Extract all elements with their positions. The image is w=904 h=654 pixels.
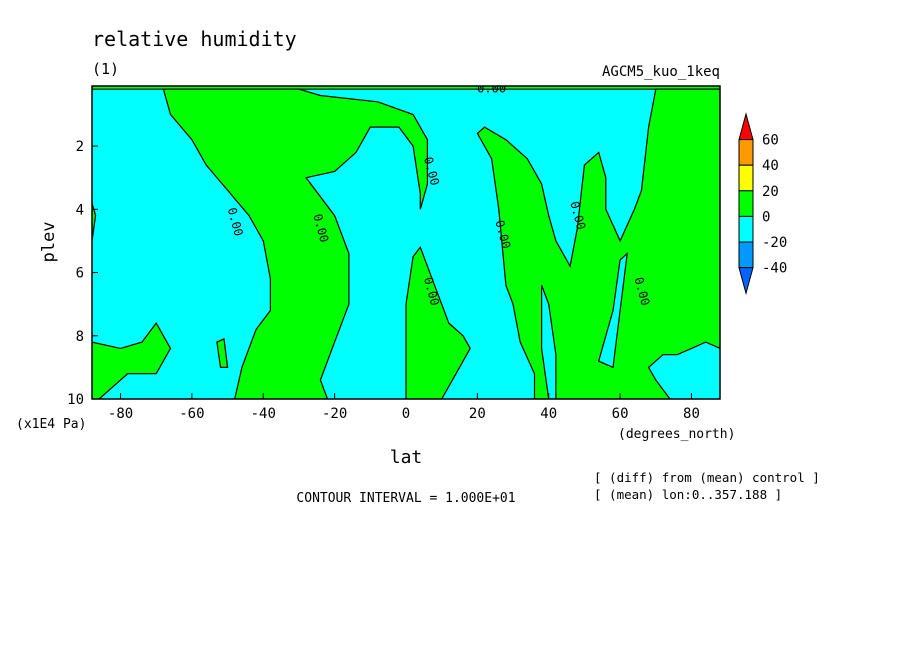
x-tick-label: -20 [322, 406, 347, 422]
colorbar-label: 0 [762, 209, 770, 225]
chart-subtitle: (1) [92, 60, 119, 78]
colorbar-box [738, 164, 754, 192]
colorbar-box [738, 190, 754, 217]
y-tick-label: 8 [76, 329, 84, 345]
note-mean: [ (mean) lon:0..357.188 ] [594, 487, 782, 502]
positive-region [92, 322, 172, 399]
y-axis-label: plev [39, 222, 59, 263]
y-tick-label: 6 [76, 266, 84, 282]
negative-hole [597, 252, 628, 369]
colorbar-box [738, 241, 754, 269]
x-tick-label: 80 [683, 406, 700, 422]
positive-region [162, 88, 428, 399]
x-tick-label: 60 [612, 406, 629, 422]
plot-area: 0.000.00 0.000.000.000.000.000.00 [92, 82, 720, 399]
x-unit-label: (degrees_north) [618, 427, 735, 442]
x-tick-label: -40 [251, 406, 276, 422]
contour-label: 0.00 [477, 82, 506, 96]
contour-interval: CONTOUR INTERVAL = 1.000E+01 [296, 491, 515, 506]
x-ticks: -80 -60 -40 -20 0 20 40 60 80 [108, 393, 700, 422]
negative-holes [540, 252, 628, 399]
note-diff: [ (diff) from (mean) control ] [594, 470, 820, 485]
positive-region [92, 86, 720, 90]
colorbar-label: 40 [762, 158, 779, 174]
x-axis-label: lat [390, 447, 423, 468]
x-tick-label: -60 [179, 406, 204, 422]
colorbar-label: -20 [762, 235, 787, 251]
colorbar-arrow-bottom [738, 267, 754, 296]
x-tick-label: 0 [402, 406, 410, 422]
x-tick-label: 40 [540, 406, 557, 422]
y-unit-label: (x1E4 Pa) [16, 417, 86, 432]
y-ticks: 2 4 6 8 10 [67, 139, 98, 408]
colorbar-label: -40 [762, 261, 787, 277]
colorbar: 60 40 20 0 -20 -40 [738, 112, 787, 296]
negative-hole [540, 284, 557, 399]
positive-region [216, 338, 229, 368]
positive-region [476, 88, 720, 399]
colorbar-label: 20 [762, 184, 779, 200]
colorbar-box [738, 215, 754, 243]
colorbar-box [738, 139, 754, 166]
x-tick-label: -80 [108, 406, 133, 422]
positive-regions [92, 86, 720, 399]
x-tick-label: 20 [469, 406, 486, 422]
y-tick-label: 4 [76, 202, 84, 218]
chart-title: relative humidity [92, 27, 297, 51]
colorbar-label: 60 [762, 133, 779, 149]
experiment-label: AGCM5_kuo_1keq [602, 64, 720, 80]
y-tick-label: 10 [67, 392, 84, 408]
colorbar-arrow-top [738, 112, 754, 141]
positive-region [405, 245, 471, 399]
y-tick-label: 2 [76, 139, 84, 155]
